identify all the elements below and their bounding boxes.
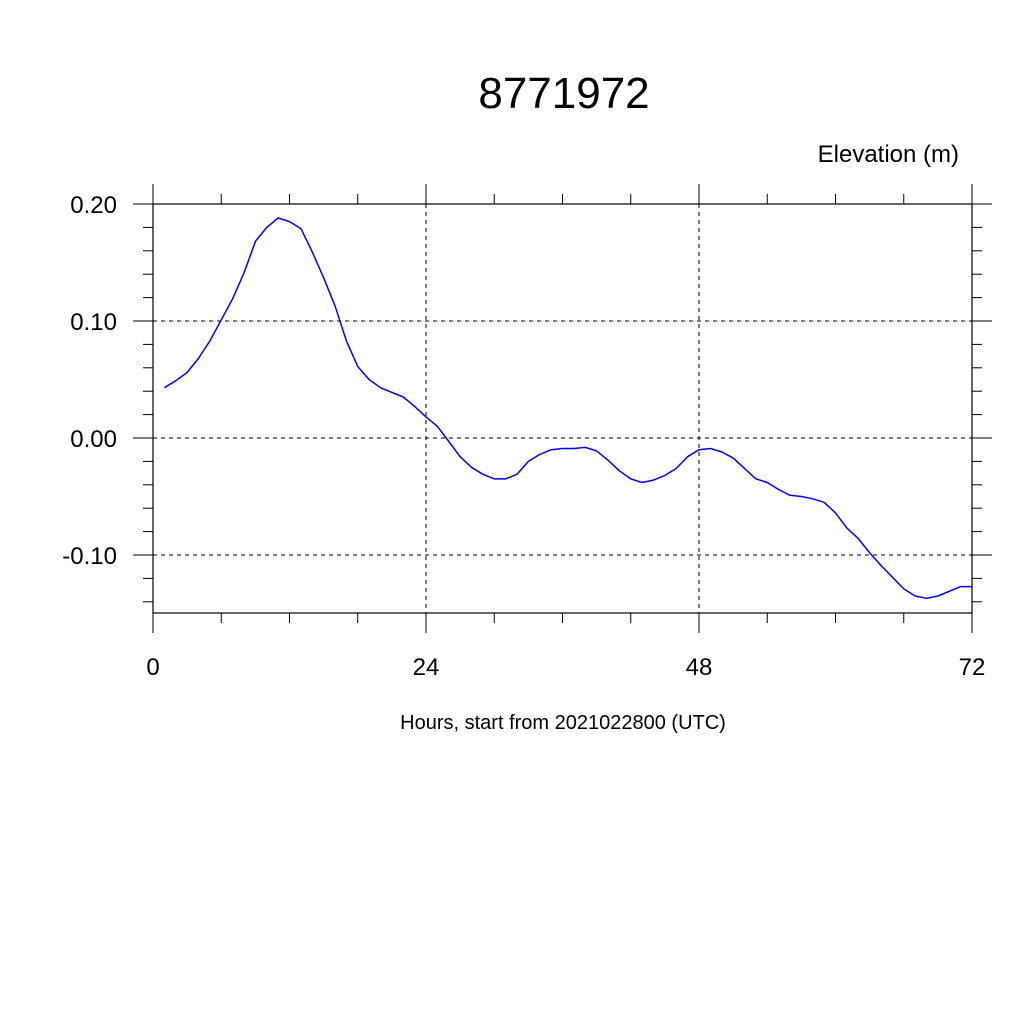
- x-tick-label: 0: [146, 654, 159, 681]
- plot-frame: [152, 203, 973, 614]
- major-ticks: [133, 184, 992, 633]
- elevation-series-line: [164, 217, 972, 600]
- x-tick-label: 48: [686, 654, 713, 681]
- y-tick-label: -0.10: [62, 543, 117, 570]
- y-tick-labels: 0.20 0.10 0.00 -0.10: [62, 192, 117, 570]
- x-axis-label: Hours, start from 2021022800 (UTC): [400, 712, 726, 734]
- x-tick-labels: 0 24 48 72: [146, 654, 985, 681]
- series-layer: [164, 217, 972, 600]
- minor-ticks: [143, 194, 982, 623]
- x-tick-label: 72: [959, 654, 986, 681]
- y-tick-label: 0.10: [70, 309, 117, 336]
- y-tick-label: 0.00: [70, 426, 117, 453]
- units-label: Elevation (m): [818, 141, 959, 168]
- y-tick-label: 0.20: [70, 192, 117, 219]
- chart-title: 8771972: [478, 69, 649, 118]
- x-tick-label: 24: [413, 654, 440, 681]
